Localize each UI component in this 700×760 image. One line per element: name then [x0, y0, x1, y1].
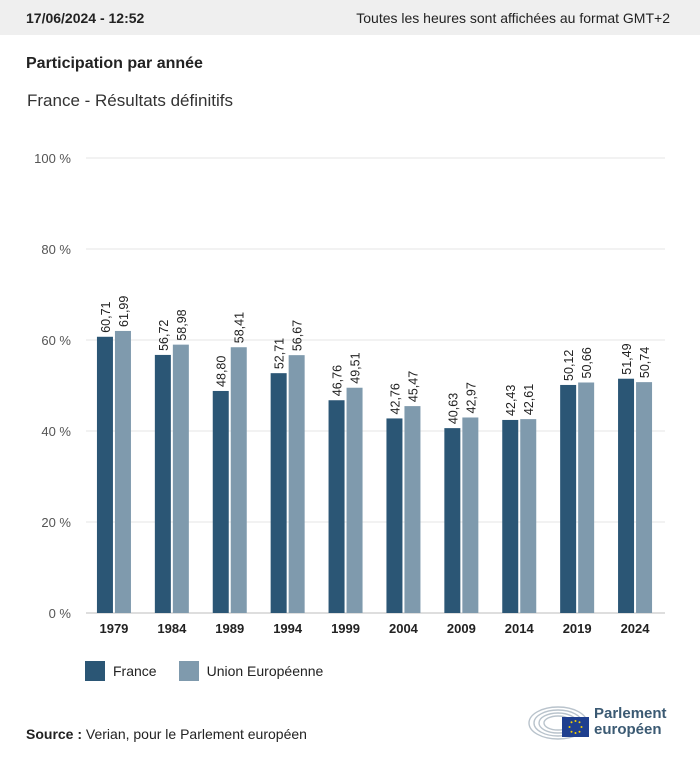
source-note: Source : Verian, pour le Parlement europ…: [26, 726, 307, 742]
turnout-bar-chart: 0 % 20 % 40 % 60 % 80 % 100 % 60,71 61,99 1979 56…: [34, 151, 665, 636]
chart-title: Participation par année: [26, 55, 203, 72]
data-label: 50,74: [638, 347, 652, 378]
bar-france: [618, 378, 635, 613]
top-bar: 17/06/2024 - 12:52 Toutes les heures son…: [0, 0, 700, 35]
bar-france: [154, 354, 171, 613]
data-label: 52,71: [273, 338, 287, 369]
timezone-note: Toutes les heures sont affichées au form…: [356, 9, 670, 26]
logo-line2: européen: [594, 721, 662, 738]
parliament-logo[interactable]: Parlement européen: [528, 702, 680, 742]
parliament-hemicycle-icon: [528, 706, 589, 740]
y-tick-label: 0 %: [49, 606, 72, 621]
data-label: 51,49: [620, 343, 634, 374]
source-text: Verian, pour le Parlement européen: [85, 726, 307, 742]
data-label: 56,67: [291, 320, 305, 351]
legend-item-france[interactable]: France: [85, 661, 157, 681]
bar-france: [444, 428, 461, 613]
data-label: 58,98: [175, 309, 189, 340]
bar-france: [270, 373, 287, 613]
data-label: 50,66: [580, 347, 594, 378]
bar-eu: [172, 344, 189, 613]
data-label: 42,61: [522, 384, 536, 415]
x-tick-label: 1979: [99, 621, 128, 636]
data-label: 60,71: [99, 301, 113, 332]
x-tick-label: 2009: [447, 621, 476, 636]
data-label: 56,72: [157, 320, 171, 351]
data-label: 49,51: [349, 352, 363, 383]
y-tick-label: 20 %: [41, 515, 71, 530]
bar-france: [502, 419, 519, 613]
data-label: 45,47: [406, 371, 420, 402]
bar-france: [96, 336, 113, 613]
bar-france: [560, 384, 577, 613]
data-label: 40,63: [446, 393, 460, 424]
legend-label-france: France: [113, 663, 157, 679]
legend-swatch-eu: [178, 661, 199, 681]
bar-eu: [462, 417, 479, 613]
bar-eu: [578, 382, 595, 613]
x-tick-label: 2019: [563, 621, 592, 636]
data-label: 42,43: [504, 385, 518, 416]
legend-swatch-france: [85, 661, 105, 681]
x-tick-label: 2004: [389, 621, 419, 636]
bar-france: [386, 418, 403, 613]
data-label: 61,99: [117, 296, 131, 327]
legend-item-eu[interactable]: Union Européenne: [178, 661, 324, 681]
y-tick-label: 40 %: [41, 424, 71, 439]
bar-eu: [114, 330, 131, 613]
x-tick-label: 1989: [215, 621, 244, 636]
data-label: 58,41: [233, 312, 247, 343]
bar-eu: [520, 419, 537, 613]
legend: France Union Européenne: [85, 661, 345, 681]
y-tick-label: 60 %: [41, 333, 71, 348]
data-label: 42,97: [464, 382, 478, 413]
bar-eu: [346, 387, 363, 613]
source-label: Source :: [26, 726, 83, 742]
data-label: 48,80: [215, 356, 229, 387]
logo-text: Parlement européen: [594, 706, 667, 738]
x-tick-label: 2014: [505, 621, 535, 636]
bar-eu: [230, 347, 247, 613]
bar-france: [328, 400, 345, 613]
data-label: 46,76: [331, 365, 345, 396]
timestamp: 17/06/2024 - 12:52: [26, 9, 145, 26]
y-tick-label: 100 %: [34, 151, 71, 166]
data-label: 50,12: [562, 350, 576, 381]
x-tick-label: 1984: [157, 621, 187, 636]
legend-label-eu: Union Européenne: [206, 663, 324, 679]
y-tick-label: 80 %: [41, 242, 71, 257]
chart-subtitle: France - Résultats définitifs: [27, 91, 233, 110]
logo-line1: Parlement: [594, 705, 667, 722]
x-tick-label: 1994: [273, 621, 303, 636]
bar-eu: [288, 355, 305, 613]
data-label: 42,76: [388, 383, 402, 414]
x-tick-label: 2024: [621, 621, 651, 636]
x-tick-label: 1999: [331, 621, 360, 636]
bar-eu: [404, 406, 421, 613]
bar-eu: [636, 382, 653, 613]
bar-france: [212, 390, 229, 613]
